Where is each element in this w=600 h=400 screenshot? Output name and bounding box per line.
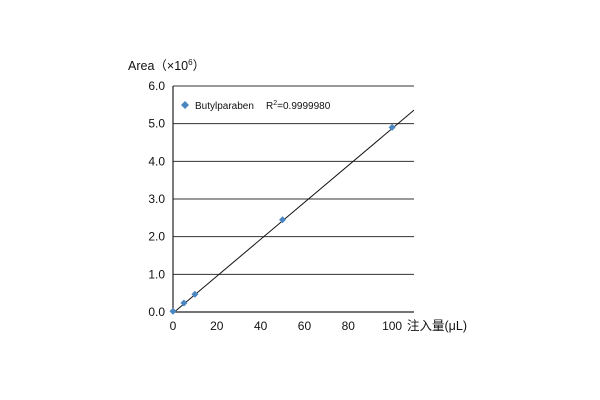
legend-series-label: Butylparaben — [195, 101, 254, 112]
x-tick-label-4: 80 — [342, 319, 356, 333]
legend: Butylparaben R2=0.9999980 — [181, 100, 331, 112]
tick-labels: 0.0 1.0 2.0 3.0 4.0 5.0 6.0 0 20 40 60 80 100 — [148, 79, 402, 333]
y-tick-label-2: 2.0 — [148, 230, 165, 244]
data-point-0-3 — [279, 216, 287, 224]
axes — [172, 86, 414, 313]
y-axis-title: Area（×106） — [128, 58, 205, 73]
y-tick-label-6: 6.0 — [148, 79, 165, 93]
regression-line — [172, 109, 415, 314]
y-tick-label-4: 4.0 — [148, 154, 165, 168]
legend-marker-diamond — [181, 101, 189, 109]
data-point-0-2 — [191, 290, 199, 298]
grid-lines — [173, 85, 414, 275]
x-tick-label-0: 0 — [170, 319, 177, 333]
x-tick-label-1: 20 — [210, 319, 224, 333]
data-point-0-4 — [388, 123, 396, 131]
x-tick-label-5: 100 — [382, 319, 402, 333]
legend-r2-label: R2=0.9999980 — [266, 100, 331, 112]
y-tick-label-0: 0.0 — [148, 305, 165, 319]
data-point-0-1 — [180, 299, 188, 307]
y-tick-label-3: 3.0 — [148, 192, 165, 206]
x-tick-label-3: 60 — [298, 319, 312, 333]
y-tick-label-1: 1.0 — [148, 267, 165, 281]
data-point-0-0 — [169, 307, 177, 315]
x-tick-label-2: 40 — [254, 319, 268, 333]
data-points — [169, 123, 396, 315]
fit-line-group — [172, 109, 415, 314]
x-axis-title: 注入量(μL) — [407, 318, 467, 333]
y-tick-label-5: 5.0 — [148, 117, 165, 131]
